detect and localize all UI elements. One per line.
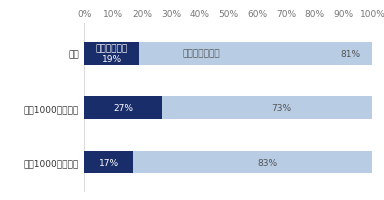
Text: 81%: 81% xyxy=(341,49,361,58)
Text: 27%: 27% xyxy=(113,104,133,112)
Bar xyxy=(134,151,372,174)
Bar xyxy=(84,151,134,174)
Text: 満足していない: 満足していない xyxy=(182,49,220,58)
Bar xyxy=(84,42,139,65)
Bar xyxy=(84,97,162,119)
Text: 73%: 73% xyxy=(272,104,292,112)
Text: 17%: 17% xyxy=(99,158,119,167)
Text: 83%: 83% xyxy=(257,158,277,167)
Bar xyxy=(139,42,372,65)
Text: 満足している
19%: 満足している 19% xyxy=(96,44,128,64)
Bar xyxy=(162,97,372,119)
